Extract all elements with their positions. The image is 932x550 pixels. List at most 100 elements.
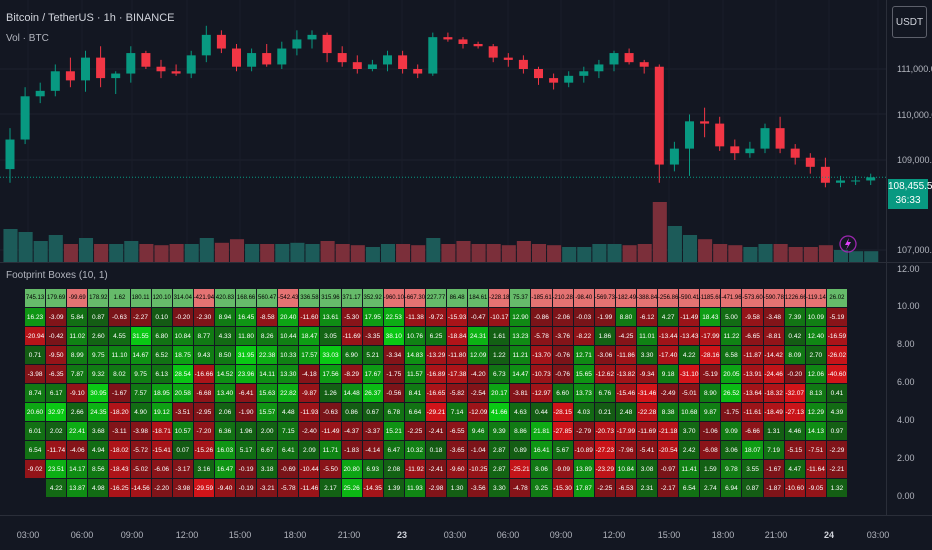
footprint-cell: 3.55 [742, 460, 763, 478]
currency-button[interactable]: USDT [892, 6, 927, 38]
footprint-cell: 12.90 [510, 308, 531, 326]
footprint-cell: -32.07 [784, 384, 805, 402]
pane-separator[interactable] [0, 262, 932, 263]
footprint-boxes-grid: 745.13 179.69 -99.69 178.92 1.62 180.11 120.10… [25, 289, 847, 497]
footprint-cell: 0.87 [742, 479, 763, 497]
footprint-cell: 6.17 [46, 384, 67, 402]
footprint-cell: 0.41 [826, 384, 847, 402]
footprint-cell: 11.41 [679, 460, 700, 478]
time-tick-day: 24 [823, 530, 835, 540]
footprint-cell: -2.54 [468, 384, 489, 402]
candle-body [111, 73, 121, 79]
volume-bar [426, 238, 441, 262]
footprint-cell: -14.35 [362, 479, 383, 497]
footprint-cell: 2.00 [257, 422, 278, 440]
footprint-cell: 14.52 [214, 365, 236, 383]
candle-body [186, 55, 196, 74]
footprint-cell: 6.64 [404, 403, 425, 421]
footprint-total-cell: 560.47 [257, 289, 278, 307]
footprint-cell: -3.65 [447, 441, 468, 459]
footprint-cell: -3.34 [383, 346, 404, 364]
footprint-cell: -26.02 [826, 346, 847, 364]
footprint-cell: 1.39 [383, 479, 404, 497]
volume-indicator-label[interactable]: Vol · BTC [6, 33, 49, 44]
volume-bar [154, 245, 169, 262]
footprint-cell: -22.28 [636, 403, 658, 421]
footprint-cell: -16.59 [826, 327, 847, 345]
candle-body [352, 62, 362, 69]
footprint-cell: -0.03 [573, 308, 594, 326]
time-tick: 18:00 [711, 530, 735, 540]
footprint-cell: 11.93 [404, 479, 425, 497]
footprint-cell: -4.37 [341, 422, 362, 440]
footprint-cell: 4.63 [510, 403, 531, 421]
volume-bar [607, 244, 622, 262]
footprint-cell: -11.93 [299, 403, 320, 421]
candle-body [669, 148, 679, 165]
footprint-cell: -5.78 [531, 327, 552, 345]
footprint-cell: 6.36 [214, 422, 236, 440]
footprint-total-cell: -1185.60 [700, 289, 721, 307]
footprint-cell: 4.98 [88, 479, 109, 497]
footprint-cell: 6.01 [25, 422, 46, 440]
footprint-cell: 16.03 [214, 441, 236, 459]
footprint-cell: -5.15 [784, 441, 805, 459]
footprint-cell: -9.87 [299, 384, 320, 402]
candle-body [624, 53, 634, 63]
footprint-total-cell: 314.04 [172, 289, 193, 307]
footprint-cell: 11.10 [109, 346, 130, 364]
footprint-cell: -3.09 [46, 308, 67, 326]
footprint-cell: -11.49 [679, 308, 700, 326]
footprint-cell: 31.95 [236, 346, 257, 364]
footprint-cell: -6.12 [636, 308, 658, 326]
candle-body [277, 48, 287, 65]
footprint-cell: -2.06 [552, 308, 573, 326]
symbol-title[interactable]: Bitcoin / TetherUS · 1h · BINANCE [6, 12, 175, 24]
footprint-cell: -3.06 [594, 346, 615, 364]
footprint-cell: -18.49 [763, 403, 784, 421]
indicator-title[interactable]: Footprint Boxes (10, 1) [6, 270, 108, 281]
footprint-cell: 14.67 [130, 346, 151, 364]
candle-body [715, 123, 725, 147]
footprint-cell: 6.76 [594, 384, 615, 402]
price-axis-border [886, 0, 887, 515]
footprint-cell: -0.20 [172, 308, 193, 326]
price-chart-pane[interactable] [0, 0, 932, 262]
footprint-cell: -27.85 [552, 422, 573, 440]
footprint-cell: -1.06 [700, 422, 721, 440]
footprint-cell: 7.15 [278, 422, 299, 440]
footprint-cell: 16.47 [214, 460, 236, 478]
footprint-cell: 20.80 [341, 460, 362, 478]
footprint-cell: 8.26 [257, 327, 278, 345]
footprint-cell: 10.44 [278, 327, 299, 345]
footprint-cell: -31.46 [636, 384, 658, 402]
footprint-cell: 3.30 [489, 479, 510, 497]
footprint-total-cell: 180.11 [130, 289, 151, 307]
footprint-cell: 4.33 [214, 327, 236, 345]
footprint-cell: -11.38 [404, 308, 425, 326]
footprint-cell: 11.01 [636, 327, 658, 345]
footprint-cell: 4.27 [658, 308, 679, 326]
footprint-cell: 1.31 [763, 422, 784, 440]
candle-body [579, 71, 589, 76]
footprint-cell: 17.95 [362, 308, 383, 326]
volume-bar [849, 251, 864, 262]
candle-body [201, 34, 211, 56]
footprint-cell: 10.09 [805, 308, 826, 326]
footprint-cell: 6.90 [341, 346, 362, 364]
candle-body [20, 96, 30, 140]
footprint-total-cell: -421.94 [193, 289, 214, 307]
footprint-cell: 17.67 [362, 365, 383, 383]
footprint-cell: 1.96 [236, 422, 257, 440]
footprint-cell: -11.92 [404, 460, 425, 478]
footprint-cell: -1.75 [721, 403, 742, 421]
footprint-cell: 4.46 [784, 422, 805, 440]
time-axis-border [0, 515, 932, 516]
footprint-cell: 12.40 [805, 327, 826, 345]
indicator-tick: 0.00 [897, 491, 915, 501]
volume-bar [229, 239, 245, 262]
footprint-total-cell: 371.17 [341, 289, 362, 307]
footprint-cell: 8.80 [615, 308, 636, 326]
candlestick-chart[interactable] [0, 0, 932, 262]
footprint-cell: 14.47 [510, 365, 531, 383]
